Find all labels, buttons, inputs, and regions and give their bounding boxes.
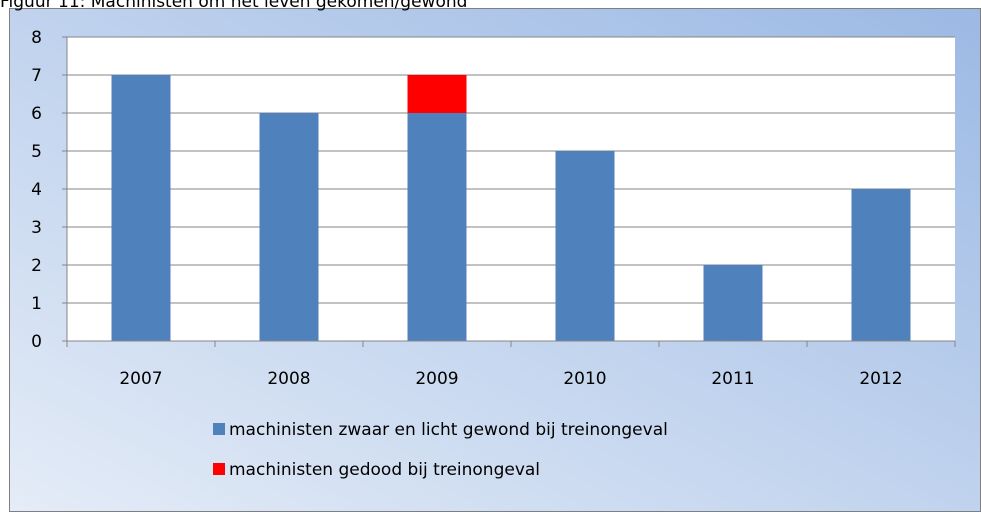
y-tick-label: 6 xyxy=(31,104,42,124)
x-tick-label: 2012 xyxy=(859,369,902,389)
bar xyxy=(555,151,615,341)
legend-swatch xyxy=(213,423,225,435)
chart-title: Figuur 11: Machinisten om het leven geko… xyxy=(0,0,467,12)
legend-swatch xyxy=(213,463,225,475)
y-tick-label: 8 xyxy=(31,28,42,48)
y-tick-label: 3 xyxy=(31,218,42,238)
legend-label: machinisten gedood bij treinongeval xyxy=(229,460,540,480)
y-tick-label: 5 xyxy=(31,142,42,162)
bar xyxy=(851,189,911,341)
x-tick-label: 2007 xyxy=(119,369,162,389)
bar xyxy=(703,265,763,341)
bar xyxy=(111,75,171,341)
y-tick-label: 1 xyxy=(31,294,42,314)
x-tick-label: 2009 xyxy=(415,369,458,389)
x-tick-label: 2008 xyxy=(267,369,310,389)
legend-label: machinisten zwaar en licht gewond bij tr… xyxy=(229,420,668,440)
bar xyxy=(407,113,467,341)
x-tick-label: 2011 xyxy=(711,369,754,389)
bar xyxy=(259,113,319,341)
x-tick-label: 2010 xyxy=(563,369,606,389)
y-tick-label: 2 xyxy=(31,256,42,276)
y-tick-label: 7 xyxy=(31,66,42,86)
y-tick-label: 4 xyxy=(31,180,42,200)
y-tick-label: 0 xyxy=(31,332,42,352)
bar xyxy=(407,75,467,113)
